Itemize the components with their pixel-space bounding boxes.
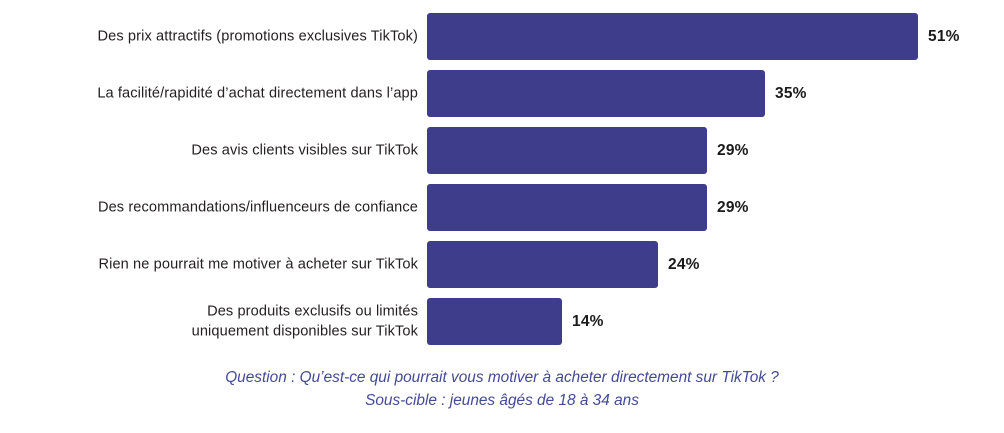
bar[interactable] [427, 70, 765, 117]
bar-row: La facilité/rapidité d’achat directement… [0, 70, 1004, 117]
plot-area: Des prix attractifs (promotions exclusiv… [0, 13, 1004, 345]
bar[interactable] [427, 241, 658, 288]
bar-value-label: 14% [572, 312, 604, 330]
category-label: Des produits exclusifs ou limités unique… [191, 302, 418, 340]
category-label: Des recommandations/influenceurs de conf… [97, 199, 418, 216]
bar-value-label: 29% [717, 198, 749, 216]
caption-question: Question : Qu’est-ce qui pourrait vous m… [225, 369, 779, 386]
caption-subtarget: Sous-cible : jeunes âgés de 18 à 34 ans [365, 392, 639, 410]
bar-value-label: 51% [928, 27, 960, 45]
bar-row: Des produits exclusifs ou limités unique… [0, 298, 1004, 345]
bar-value-label: 35% [775, 84, 807, 102]
bar[interactable] [427, 127, 707, 174]
bar[interactable] [427, 298, 562, 345]
bar-row: Des prix attractifs (promotions exclusiv… [0, 13, 1004, 60]
category-label: Des prix attractifs (promotions exclusiv… [97, 28, 418, 45]
bar-track: 51% [427, 13, 987, 60]
bar-track: 24% [427, 241, 987, 288]
chart-caption: Question : Qu’est-ce qui pourrait vous m… [0, 366, 1004, 412]
bar-value-label: 29% [717, 141, 749, 159]
bar-row: Des recommandations/influenceurs de conf… [0, 184, 1004, 231]
bar-row: Rien ne pourrait me motiver à acheter su… [0, 241, 1004, 288]
category-label: La facilité/rapidité d’achat directement… [97, 85, 418, 102]
bar[interactable] [427, 184, 707, 231]
category-label: Des avis clients visibles sur TikTok [191, 142, 418, 159]
bar-track: 35% [427, 70, 987, 117]
bar-row: Des avis clients visibles sur TikTok 29% [0, 127, 1004, 174]
bar-track: 29% [427, 184, 987, 231]
bar-track: 29% [427, 127, 987, 174]
bar-value-label: 24% [668, 255, 700, 273]
bar[interactable] [427, 13, 918, 60]
bar-track: 14% [427, 298, 987, 345]
category-label: Rien ne pourrait me motiver à acheter su… [98, 256, 418, 273]
